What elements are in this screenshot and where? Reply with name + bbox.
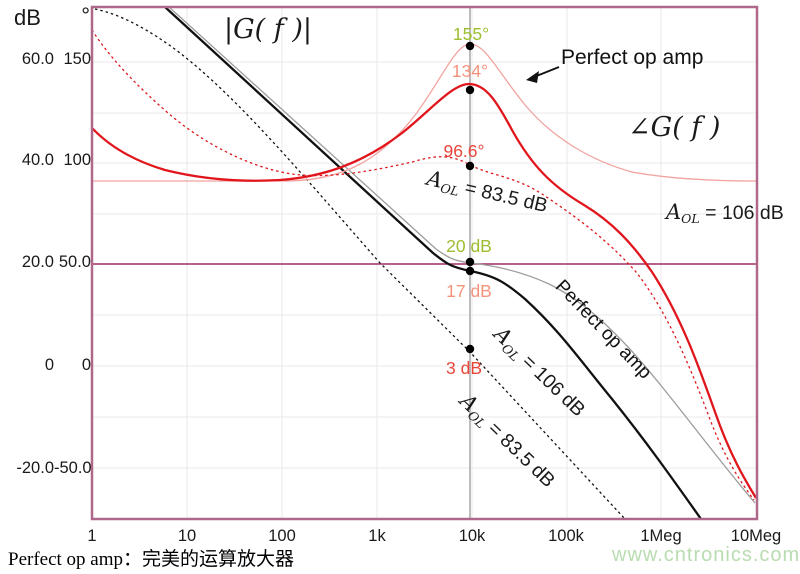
phase-curve-106db [91,82,757,499]
y-tick-db: 40.0 [21,151,54,169]
marker-dots [465,41,475,354]
y-tick-row: -20.0 -50.0 [0,459,91,478]
x-tick: 100 [268,527,296,545]
gain-magnitude-title: |G( f )| [224,14,312,45]
x-tick: 10Meg [730,527,782,545]
marker-label-3db: 3 dB [446,358,482,378]
x-tick: 1 [87,527,97,545]
marker-label-17db: 17 dB [446,281,492,301]
phase-curve-perfect [92,43,758,182]
dot-134deg [465,85,475,95]
x-tick: 10k [458,527,486,545]
gain-curve-perfect [168,6,756,504]
marker-label-96deg: 96.6° [443,141,485,161]
dot-20db [465,257,475,267]
plot-frame [90,5,759,521]
watermark: www.cntronics.com [612,544,800,566]
marker-label-134deg: 134° [451,61,489,81]
x-tick: 10 [177,527,197,545]
aol-symbol: A [666,200,682,224]
gain-curve-83db [94,8,626,520]
y-tick-db: 20.0 [21,253,54,271]
dot-17db [465,266,475,276]
aol-value: = 106 dB [699,202,784,224]
x-tick: 100k [548,527,584,545]
y-tick-row: 60.0 150 [0,50,91,69]
phase-curve-83db [91,29,755,501]
x-tick: 1k [368,527,386,545]
marker-label-20db: 20 dB [446,236,492,256]
dot-96deg [465,161,475,171]
y-tick-db: -20.0 [16,459,54,477]
gain-curve-106db [164,6,702,520]
y-tick-row: 20.0 50.0 [0,253,91,272]
y-tick-deg: 0 [81,356,91,374]
y-tick-deg: -50.0 [54,459,92,477]
phase-title: ∠G( f ) [628,112,721,143]
aol-subscript: OL [681,211,700,226]
y-tick-row: 0 0 [0,356,91,375]
y-axis-unit-degree: ° [81,3,90,28]
marker-label-155deg: 155° [452,24,490,44]
dot-3db [465,344,475,354]
y-tick-row: 40.0 100 [0,151,91,170]
perfect-opamp-arrow [526,66,560,83]
grid-lines [92,7,757,519]
y-tick-db: 60.0 [21,50,54,68]
x-tick: 1Meg [640,527,682,545]
y-axis-unit-db: dB [14,5,41,30]
perfect-opamp-label: Perfect op amp [561,46,704,69]
figure-caption: Perfect op amp：完美的运算放大器 [8,549,295,570]
y-tick-deg: 50.0 [58,253,91,271]
y-tick-db: 0 [44,356,54,374]
y-tick-deg: 150 [63,50,91,68]
dot-155deg [465,41,475,51]
y-tick-deg: 100 [63,151,91,169]
aol-106-phase-label: AOL = 106 dB [666,200,784,226]
